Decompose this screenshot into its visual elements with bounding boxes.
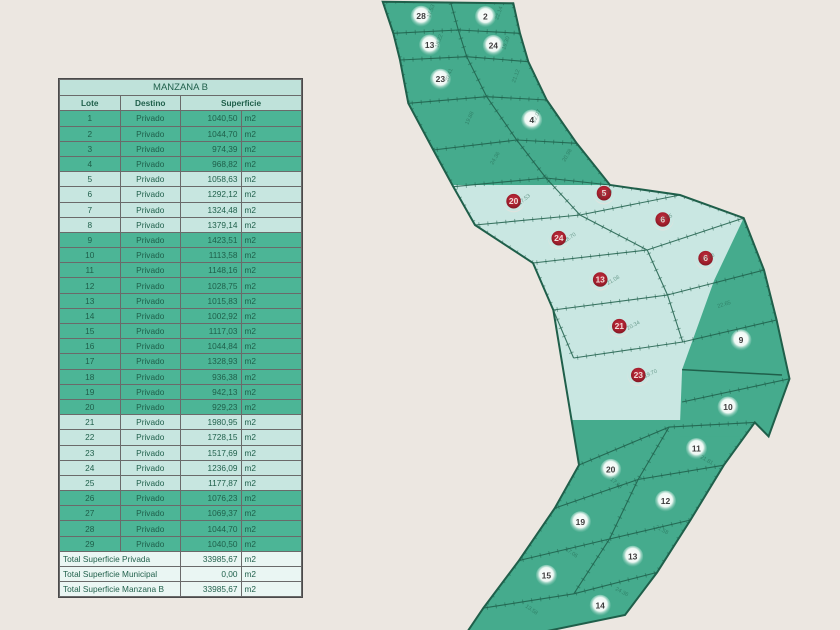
svg-text:10: 10: [723, 402, 733, 412]
svg-text:24: 24: [554, 233, 564, 243]
svg-text:19: 19: [576, 517, 586, 527]
svg-text:15: 15: [542, 570, 552, 580]
svg-text:14: 14: [595, 600, 605, 610]
svg-text:13: 13: [628, 551, 638, 561]
svg-text:24: 24: [489, 40, 499, 50]
svg-text:20: 20: [606, 464, 616, 474]
svg-text:12: 12: [661, 496, 671, 506]
svg-text:21: 21: [615, 321, 625, 331]
svg-text:9: 9: [739, 335, 744, 345]
svg-text:2: 2: [483, 12, 488, 22]
svg-text:13: 13: [595, 275, 605, 285]
svg-text:13: 13: [425, 40, 435, 50]
svg-text:28: 28: [416, 11, 426, 21]
svg-text:23: 23: [634, 370, 644, 380]
svg-text:11: 11: [692, 444, 701, 454]
